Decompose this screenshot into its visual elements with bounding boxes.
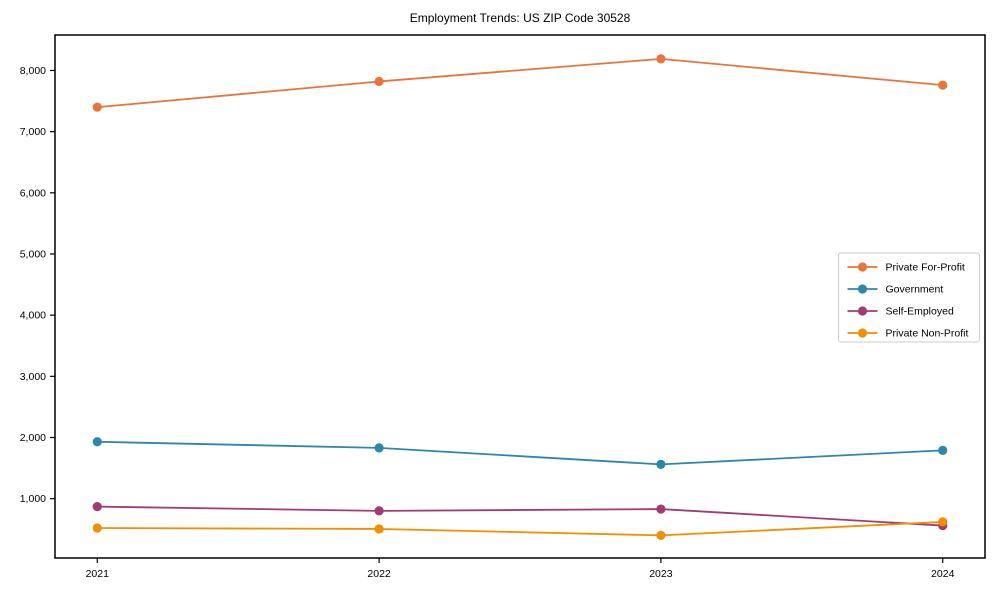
legend-item-self-employed: Self-Employed	[847, 306, 954, 318]
data-point	[374, 443, 384, 453]
series-line-private-for-profit	[97, 57, 943, 109]
data-point	[374, 524, 384, 534]
data-point	[656, 504, 666, 514]
series-line-self-employed	[97, 505, 943, 527]
data-point	[656, 530, 666, 540]
x-tick-label: 2024	[931, 568, 955, 580]
x-tick-label: 2022	[367, 568, 391, 580]
y-tick-label: 4,000	[20, 310, 46, 322]
legend-marker	[857, 306, 868, 316]
y-tick-label: 6,000	[20, 187, 46, 199]
y-tick-label: 3,000	[20, 371, 46, 383]
y-tick-label: 8,000	[20, 65, 46, 77]
y-tick-label: 5,000	[20, 248, 46, 260]
data-point	[938, 445, 948, 455]
legend-label: Self-Employed	[886, 306, 954, 318]
series-line-private-non-profit	[97, 521, 943, 537]
y-tick-label: 2,000	[20, 432, 46, 444]
legend-item-government: Government	[847, 284, 944, 296]
data-point	[374, 76, 384, 87]
y-tick-label: 7,000	[20, 126, 46, 138]
legend-marker	[857, 284, 868, 294]
x-tick-label: 2021	[86, 568, 110, 580]
data-point	[656, 54, 666, 64]
legend-marker	[857, 328, 868, 338]
legend-item-private-for-profit: Private For-Profit	[847, 262, 965, 274]
y-tick-label: 1,000	[20, 493, 46, 505]
legend-marker	[857, 262, 868, 272]
legend-label: Government	[886, 284, 944, 296]
data-point	[374, 506, 384, 516]
legend-label: Private Non-Profit	[886, 328, 969, 340]
plot-frame	[54, 34, 986, 559]
data-point	[938, 80, 948, 90]
series-line-government	[97, 440, 943, 466]
legend-item-private-non-profit: Private Non-Profit	[847, 328, 969, 340]
data-point	[656, 459, 666, 470]
axes-layer: 1,000 2,000 3,000 4,000 5,000 6,000 7,000 8,000…	[20, 34, 986, 580]
series-layer	[92, 54, 948, 540]
x-tick-label: 2023	[649, 568, 673, 580]
data-point	[938, 517, 948, 527]
chart-title: Employment Trends: US ZIP Code 30528	[410, 11, 631, 25]
data-point	[92, 523, 102, 533]
data-point	[92, 437, 102, 447]
legend: Private For-Profit Government Self-Employe…	[838, 252, 980, 343]
legend-box	[838, 252, 980, 343]
data-point	[92, 102, 102, 112]
data-point	[92, 502, 102, 512]
legend-label: Private For-Profit	[886, 262, 965, 274]
